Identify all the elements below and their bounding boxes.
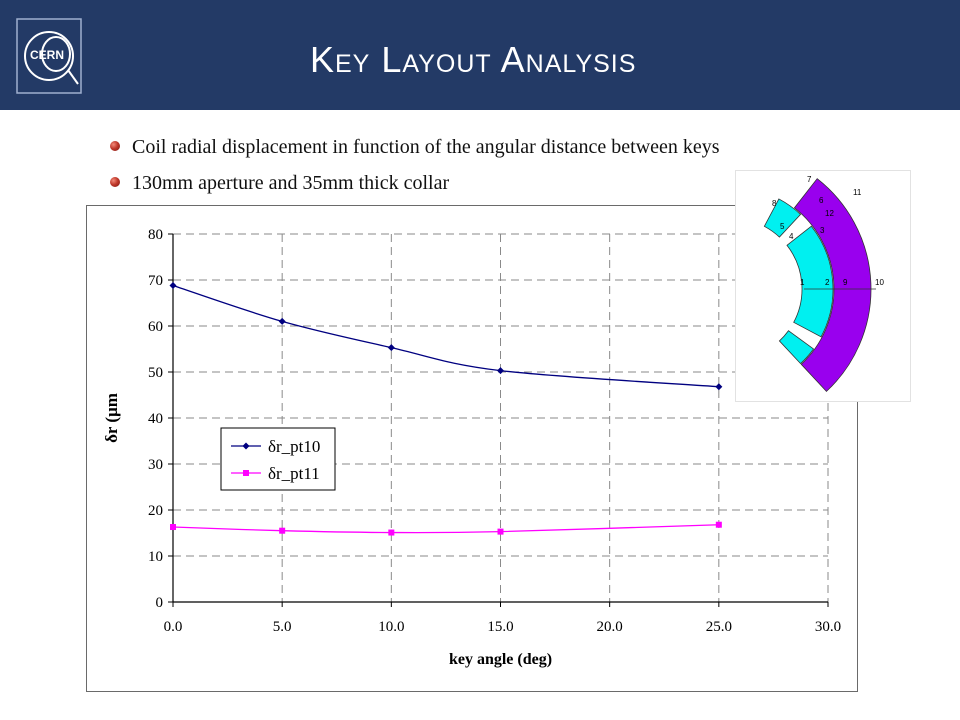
bullet-icon bbox=[110, 177, 120, 187]
x-tick-label: 10.0 bbox=[378, 619, 404, 635]
bullet-text: Coil radial displacement in function of … bbox=[132, 136, 720, 158]
outer-coil-layer bbox=[793, 178, 872, 392]
coil-point-label: 11 bbox=[853, 188, 862, 197]
data-point-square bbox=[497, 528, 504, 535]
chart-legend: δr_pt10 δr_pt11 bbox=[220, 427, 336, 491]
data-point-diamond bbox=[715, 383, 723, 391]
coil-cross-section-inset: 1 2 3 4 5 6 7 8 9 10 11 12 bbox=[735, 170, 911, 402]
coil-point-label: 6 bbox=[819, 196, 824, 205]
bullet-text: 130mm aperture and 35mm thick collar bbox=[132, 172, 450, 194]
data-point-diamond bbox=[242, 442, 250, 450]
coil-point-label: 10 bbox=[875, 278, 884, 287]
y-tick-label: 70 bbox=[148, 273, 163, 289]
bullet-icon bbox=[110, 141, 120, 151]
coil-point-label: 3 bbox=[820, 226, 825, 235]
cern-logo: CERN bbox=[16, 18, 82, 94]
data-point-diamond bbox=[497, 367, 504, 375]
inner-coil-wedge-bottom bbox=[778, 330, 815, 365]
coil-point-label: 12 bbox=[825, 209, 834, 218]
data-point-square bbox=[388, 529, 395, 536]
y-tick-label: 0 bbox=[156, 595, 164, 611]
x-tick-label: 0.0 bbox=[164, 619, 183, 635]
chart-frame: 0 10 20 30 40 50 60 70 80 0.0 5.0 10.0 15.0 20.0 25.0 3… bbox=[86, 205, 858, 692]
y-tick-label: 30 bbox=[148, 457, 163, 473]
series-lines bbox=[169, 282, 723, 536]
x-tick-label: 30.0 bbox=[815, 619, 841, 635]
coil-point-label: 9 bbox=[843, 278, 848, 287]
series-line-2 bbox=[172, 524, 719, 534]
data-point-square bbox=[279, 527, 286, 534]
x-tick-label: 20.0 bbox=[597, 619, 623, 635]
coil-point-label: 7 bbox=[807, 175, 812, 184]
data-point-square bbox=[715, 521, 722, 528]
title-bar: CERN Key Layout Analysis bbox=[0, 0, 960, 110]
y-axis-label: δr (μm bbox=[102, 393, 121, 443]
x-tick-label: 15.0 bbox=[487, 619, 513, 635]
y-tick-label: 80 bbox=[148, 227, 163, 243]
y-tick-label: 20 bbox=[148, 503, 163, 519]
inner-coil-wedge-top bbox=[763, 198, 802, 238]
y-tick-label: 50 bbox=[148, 365, 163, 381]
coil-point-label: 8 bbox=[772, 199, 777, 208]
legend-label: δr_pt11 bbox=[268, 464, 320, 483]
data-point-diamond bbox=[278, 317, 286, 325]
y-tick-label: 40 bbox=[148, 411, 163, 427]
series-line-1 bbox=[172, 284, 719, 388]
coil-point-label: 5 bbox=[780, 222, 785, 231]
x-tick-label: 25.0 bbox=[706, 619, 732, 635]
data-point-diamond bbox=[169, 282, 177, 290]
y-tick-label: 10 bbox=[148, 549, 163, 565]
grid-lines bbox=[173, 233, 829, 602]
inner-coil-block bbox=[786, 225, 834, 338]
legend-label: δr_pt10 bbox=[268, 437, 320, 456]
data-point-square bbox=[243, 470, 249, 476]
coil-point-label: 4 bbox=[789, 232, 794, 241]
legend-box bbox=[220, 427, 336, 491]
coil-point-label: 2 bbox=[825, 278, 830, 287]
data-point-square bbox=[170, 524, 176, 531]
coil-point-label: 1 bbox=[800, 278, 805, 287]
data-point-diamond bbox=[387, 344, 395, 352]
x-tick-label: 5.0 bbox=[273, 619, 292, 635]
slide-title: Key Layout Analysis bbox=[310, 39, 637, 80]
y-tick-label: 60 bbox=[148, 319, 163, 335]
displacement-chart: 0 10 20 30 40 50 60 70 80 0.0 5.0 10.0 15.0 20.0 25.0 3… bbox=[102, 227, 841, 668]
logo-text: CERN bbox=[30, 48, 64, 62]
tick-labels: 0 10 20 30 40 50 60 70 80 0.0 5.0 10.0 15.0 20.0 25.0 3… bbox=[148, 227, 841, 635]
x-axis-label: key angle (deg) bbox=[449, 651, 552, 668]
axes bbox=[168, 233, 829, 607]
